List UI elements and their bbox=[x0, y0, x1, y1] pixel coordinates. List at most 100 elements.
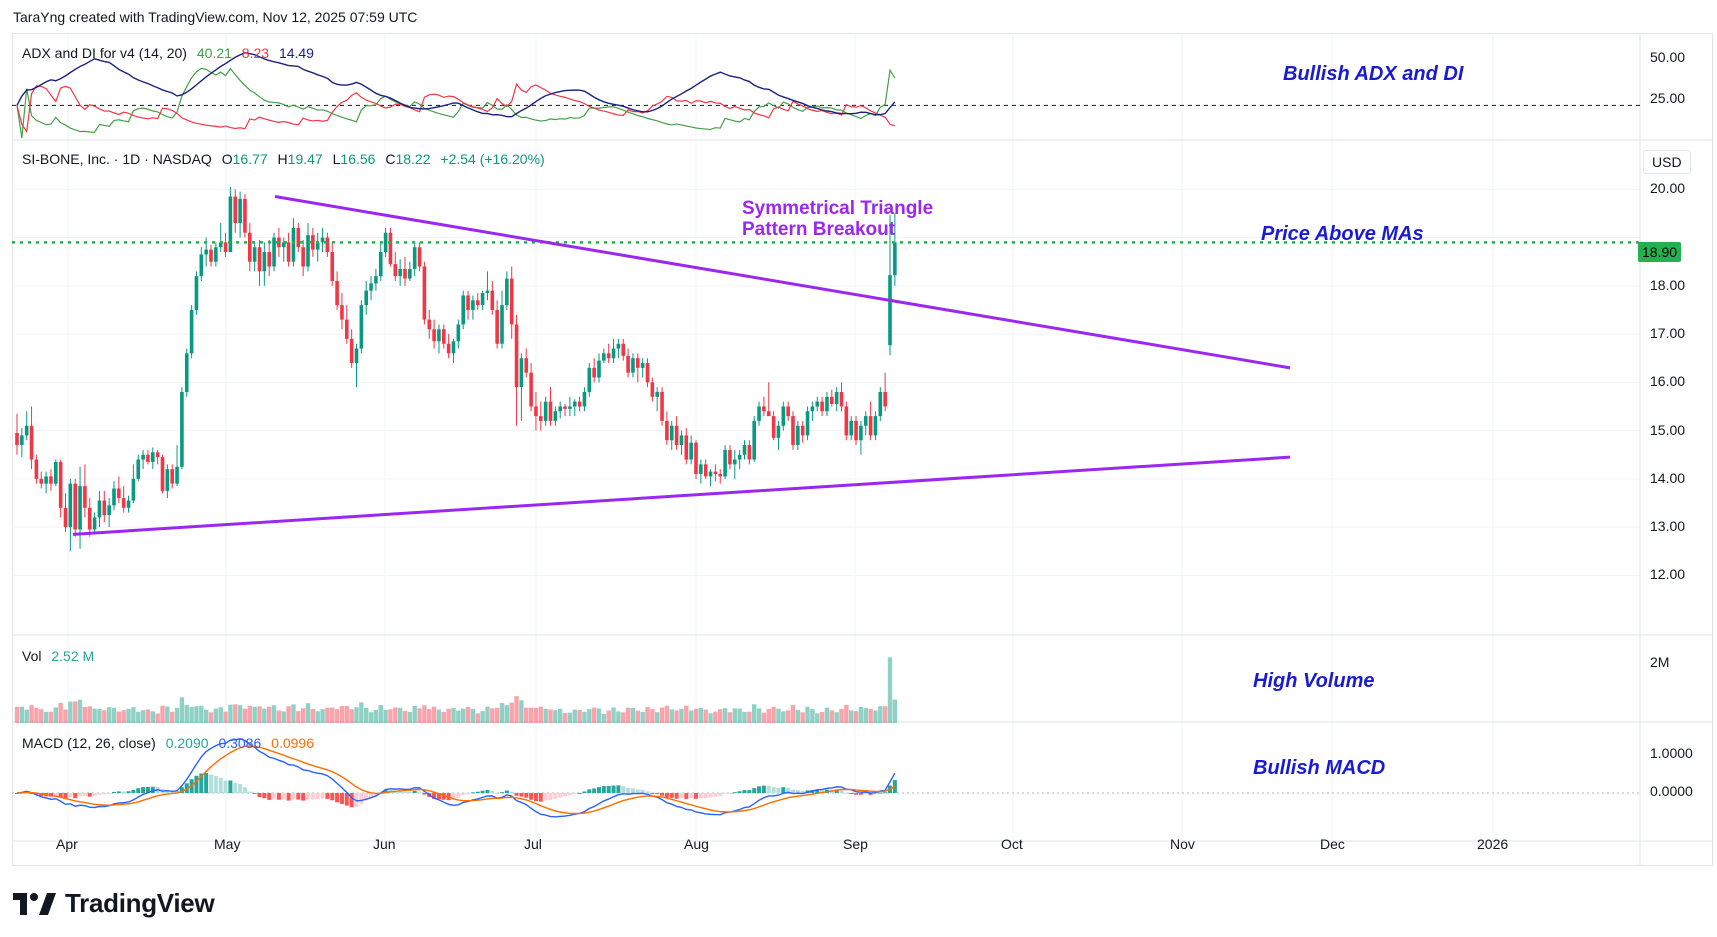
volume-bar bbox=[878, 706, 883, 723]
price-axis-tick: 15.00 bbox=[1650, 421, 1686, 438]
macd-histogram-bar bbox=[179, 787, 184, 793]
candle-body bbox=[432, 329, 436, 342]
time-axis-label: Apr bbox=[56, 836, 78, 852]
candle-body bbox=[374, 276, 378, 284]
macd-histogram-bar bbox=[495, 792, 500, 794]
macd-histogram-bar bbox=[218, 777, 223, 793]
volume-bar bbox=[868, 708, 873, 723]
candle-body bbox=[859, 425, 863, 441]
candle-body bbox=[214, 247, 218, 262]
macd-histogram-bar bbox=[854, 793, 859, 795]
price-axis-tick: 17.00 bbox=[1650, 325, 1686, 342]
macd-histogram-bar bbox=[868, 793, 873, 795]
volume-bar bbox=[296, 711, 301, 723]
macd-histogram-bar bbox=[694, 793, 698, 799]
candle-body bbox=[446, 343, 451, 354]
candle-body bbox=[311, 235, 315, 250]
candle-body bbox=[354, 348, 359, 364]
macd-histogram-bar bbox=[475, 791, 480, 793]
volume-bar bbox=[397, 707, 403, 723]
candle-body bbox=[63, 507, 68, 528]
macd-histogram-bar bbox=[291, 793, 296, 800]
macd-histogram-bar bbox=[883, 792, 888, 794]
candle-body bbox=[849, 420, 853, 436]
ohlc-close: 18.22 bbox=[395, 151, 431, 167]
time-axis-label: Dec bbox=[1320, 836, 1345, 852]
macd-histogram-bar bbox=[626, 787, 631, 793]
macd-histogram-bar bbox=[752, 788, 757, 793]
candle-body bbox=[320, 237, 325, 243]
price-axis-tick: 13.00 bbox=[1650, 518, 1686, 535]
volume-bar bbox=[761, 712, 767, 723]
candle-body bbox=[112, 488, 116, 506]
macd-histogram-bar bbox=[364, 793, 369, 801]
volume-bar bbox=[305, 703, 311, 723]
macd-histogram-bar bbox=[732, 792, 737, 794]
macd-histogram-bar bbox=[645, 791, 650, 793]
candle-body bbox=[272, 237, 276, 267]
macd-histogram-bar bbox=[655, 793, 660, 794]
ohlc-open-key: O bbox=[221, 151, 233, 167]
macd-histogram-bar bbox=[48, 793, 53, 797]
volume-bar bbox=[349, 709, 354, 723]
candle-body bbox=[592, 367, 596, 378]
candle-body bbox=[514, 324, 519, 388]
volume-bar bbox=[150, 711, 155, 723]
volume-bar bbox=[737, 708, 742, 723]
candle-body bbox=[146, 454, 150, 462]
candle-body bbox=[796, 425, 800, 446]
macd-histogram-bar bbox=[577, 792, 582, 794]
volume-bar bbox=[742, 711, 747, 723]
volume-bar bbox=[77, 699, 83, 723]
candle-body bbox=[844, 406, 849, 436]
annotation-price-above-mas: Price Above MAs bbox=[1261, 223, 1424, 245]
volume-bar bbox=[174, 707, 180, 723]
macd-histogram-bar bbox=[116, 791, 121, 793]
macd-histogram-bar bbox=[727, 793, 732, 794]
volume-bar bbox=[640, 712, 645, 723]
macd-histogram-bar bbox=[126, 791, 131, 793]
volume-bar bbox=[771, 706, 776, 723]
macd-histogram-bar bbox=[601, 786, 606, 793]
macd-histogram-bar bbox=[53, 793, 58, 796]
volume-bar bbox=[223, 711, 228, 723]
ohlc-open: 16.77 bbox=[232, 151, 268, 167]
macd-hist-value: 0.2090 bbox=[165, 735, 209, 751]
candle-body bbox=[24, 425, 29, 436]
tradingview-logo[interactable]: TradingView bbox=[13, 888, 215, 919]
volume-bar bbox=[203, 709, 209, 723]
currency-button[interactable]: USD bbox=[1643, 150, 1691, 174]
candle-body bbox=[442, 329, 446, 344]
candle-body bbox=[291, 227, 296, 262]
volume-bar bbox=[548, 709, 553, 723]
volume-bar bbox=[558, 708, 563, 723]
time-axis-label: 2026 bbox=[1477, 836, 1509, 852]
volume-bar bbox=[58, 702, 63, 723]
macd-histogram-bar bbox=[383, 789, 388, 793]
candle-body bbox=[708, 471, 713, 477]
volume-bar bbox=[136, 711, 141, 723]
volume-bar bbox=[24, 709, 29, 723]
macd-histogram-bar bbox=[587, 789, 592, 793]
candle-body bbox=[398, 268, 402, 277]
volume-bar bbox=[29, 705, 34, 723]
candle-body bbox=[519, 358, 524, 388]
candle-body bbox=[393, 264, 398, 277]
volume-bar bbox=[388, 709, 393, 723]
volume-bar bbox=[208, 712, 214, 723]
macd-histogram-bar bbox=[742, 790, 747, 793]
volume-bar bbox=[228, 704, 233, 723]
volume-bar bbox=[407, 711, 413, 723]
candle-body bbox=[136, 459, 141, 479]
volume-bar bbox=[145, 709, 151, 723]
annotation-triangle-line2: Pattern Breakout bbox=[742, 219, 896, 240]
macd-histogram-bar bbox=[87, 793, 92, 797]
macd-histogram-bar bbox=[257, 793, 262, 798]
candle-body bbox=[878, 391, 883, 417]
volume-axis-tick: 2M bbox=[1650, 654, 1670, 670]
macd-histogram-bar bbox=[771, 787, 776, 793]
candle-body bbox=[29, 425, 34, 460]
volume-bar bbox=[756, 708, 762, 723]
volume-bar bbox=[790, 704, 796, 723]
